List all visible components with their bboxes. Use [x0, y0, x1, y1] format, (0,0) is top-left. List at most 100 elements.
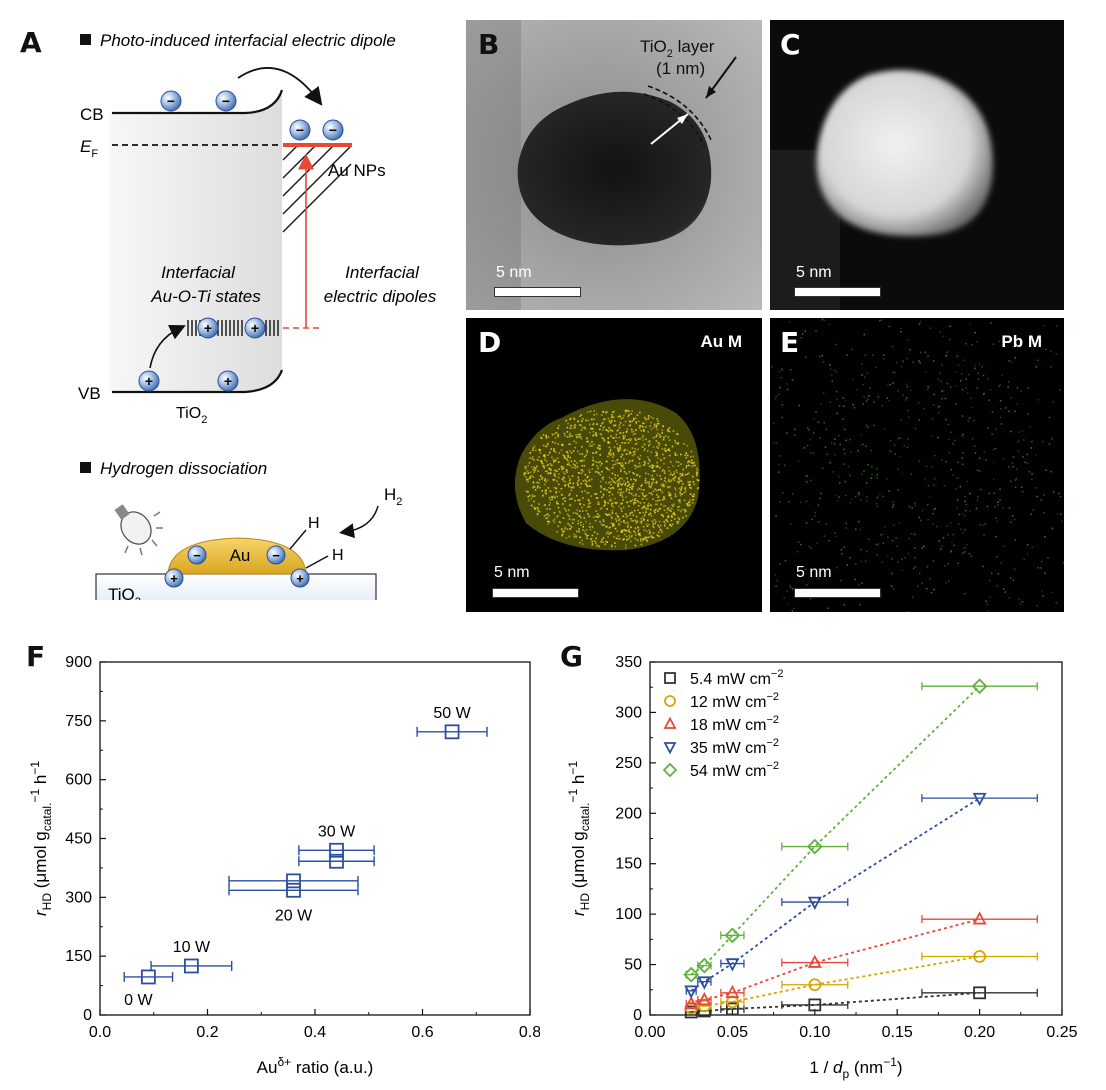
legend-label: 12 mW cm−2 — [690, 691, 779, 711]
interfacial-dipoles-label-2: electric dipoles — [324, 287, 437, 306]
triangle-down-marker — [807, 896, 822, 911]
point-label: 20 W — [275, 907, 313, 924]
diamond-marker — [724, 927, 741, 944]
electron-icon: − — [215, 90, 237, 112]
y-tick-label: 900 — [65, 654, 92, 671]
panel-letter-f: F — [26, 640, 46, 673]
x-axis-title: Auδ+ ratio (a.u.) — [257, 1055, 374, 1077]
interfacial-states-label-2: Au-O-Ti states — [150, 287, 261, 306]
y-axis-title: rHD (μmol gcatal.−1 h−1 — [566, 761, 592, 916]
interfacial-states-label-1: Interfacial — [161, 263, 236, 282]
bright-nanoparticle — [816, 70, 993, 237]
point-label: 0 W — [124, 992, 153, 1009]
square-marker — [725, 1002, 739, 1016]
svg-text:+: + — [296, 571, 304, 586]
chart-f: 0.0 0.2 0.4 0.6 0.8 0 150 300 450 600 750 900 0 W 10 … — [28, 654, 540, 1077]
square-marker — [286, 882, 301, 898]
legend-marker — [664, 672, 676, 684]
square-marker — [808, 998, 822, 1012]
y-tick-label: 250 — [615, 755, 642, 772]
y-tick-label: 300 — [615, 704, 642, 721]
electron-icon: − — [289, 119, 311, 141]
scale-bar-label: 5 nm — [496, 264, 532, 281]
au-map-label: Au M — [700, 332, 742, 351]
data-point — [228, 882, 359, 898]
legend-label: 5.4 mW cm−2 — [690, 668, 783, 688]
electron-icon: − — [266, 545, 286, 565]
legend-entry: 18 mW cm−2 — [663, 714, 779, 734]
au-map-dots — [523, 409, 700, 549]
triangle-up-marker — [972, 911, 987, 925]
y-axis-title: rHD (μmol gcatal.−1 h−1 — [28, 761, 54, 916]
haadf-image-panel-c: C 5 nm — [770, 20, 1064, 310]
hole-trap-arrow — [149, 324, 186, 369]
x-tick-label: 0.2 — [196, 1024, 218, 1041]
cb-line — [112, 89, 284, 115]
y-tick-label: 100 — [615, 906, 642, 923]
series-line — [691, 955, 980, 1009]
h-atom-label-2: H — [332, 547, 344, 564]
x-tick-label: 0.4 — [304, 1024, 326, 1041]
square-marker — [183, 958, 199, 974]
y-tick-label: 450 — [65, 831, 92, 848]
tio2-substrate — [95, 573, 377, 600]
triangle-down-marker — [697, 976, 712, 990]
hole-icon: + — [197, 317, 219, 339]
diamond-marker — [683, 966, 700, 983]
hole-icon: + — [217, 370, 239, 392]
square-marker — [684, 1005, 698, 1019]
legend-entry: 12 mW cm−2 — [664, 691, 779, 711]
legend-label: 18 mW cm−2 — [690, 714, 779, 734]
electron-icon: − — [187, 545, 207, 565]
data-point — [228, 873, 359, 889]
data-point — [123, 969, 174, 985]
svg-text:−: − — [329, 122, 337, 138]
y-tick-label: 150 — [615, 856, 642, 873]
h-bond-1 — [289, 529, 307, 550]
series-3 — [684, 792, 1038, 999]
circle-marker — [973, 950, 987, 963]
triangle-up-marker — [725, 984, 740, 999]
y-tick-label: 750 — [65, 713, 92, 730]
hole-icon: + — [138, 370, 160, 392]
square-marker — [140, 969, 156, 985]
eds-map-panel-d: D Au M 5 nm — [466, 318, 762, 612]
svg-text:−: − — [193, 548, 201, 563]
data-point — [150, 958, 233, 974]
triangle-up-marker — [684, 995, 699, 1010]
x-tick-label: 0.00 — [634, 1024, 665, 1041]
scale-bar-label: 5 nm — [494, 564, 530, 581]
scale-bar — [794, 588, 881, 598]
pb-map-label: Pb M — [1001, 332, 1042, 351]
y-tick-label: 350 — [615, 654, 642, 671]
tio2-band-region — [110, 92, 282, 392]
x-tick-label: 0.20 — [964, 1024, 995, 1041]
legend-entry: 5.4 mW cm−2 — [664, 668, 783, 688]
svg-text:−: − — [222, 93, 230, 109]
panel-a-diagram: Photo-induced interfacial electric dipol… — [78, 31, 437, 600]
x-tick-label: 0.25 — [1046, 1024, 1077, 1041]
au-label: Au — [230, 546, 251, 565]
y-tick-label: 200 — [615, 805, 642, 822]
point-label: 30 W — [318, 823, 356, 840]
tio2-substrate-label: TiO2 — [108, 585, 141, 600]
data-point — [298, 853, 375, 869]
legend-marker — [663, 742, 677, 755]
point-label: 10 W — [173, 939, 211, 956]
legend-marker — [664, 695, 676, 707]
y-tick-label: 300 — [65, 889, 92, 906]
vb-label: VB — [78, 384, 101, 403]
series-line — [690, 685, 981, 976]
x-tick-label: 0.05 — [717, 1024, 748, 1041]
electron-icon: − — [160, 90, 182, 112]
square-marker — [286, 873, 301, 889]
triangle-up-marker — [807, 954, 822, 968]
y-tick-label: 50 — [624, 957, 642, 974]
y-tick-label: 150 — [65, 948, 92, 965]
series-2 — [684, 911, 1038, 1010]
hole-icon: + — [164, 568, 184, 588]
electron-icon: − — [322, 119, 344, 141]
circle-marker — [808, 978, 822, 992]
x-tick-label: 0.6 — [411, 1024, 433, 1041]
scale-bar — [794, 287, 881, 297]
